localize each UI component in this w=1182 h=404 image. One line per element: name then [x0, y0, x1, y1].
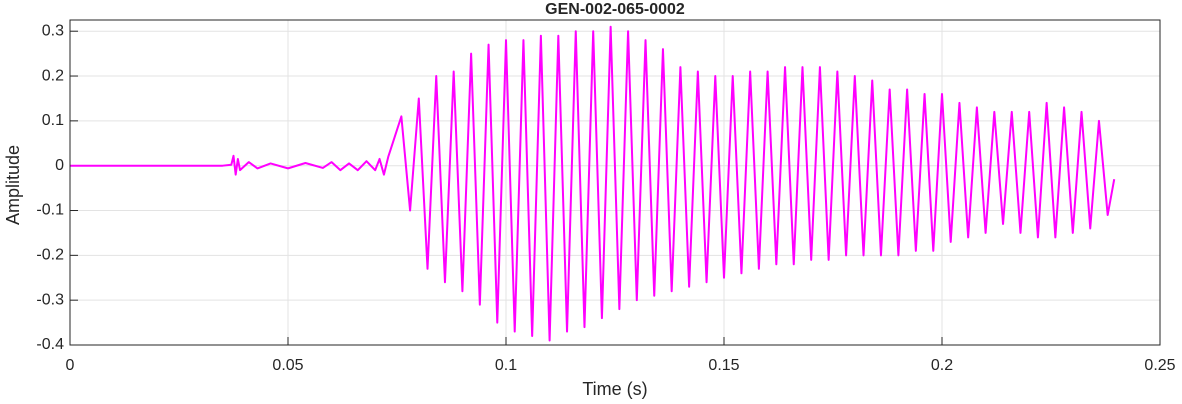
x-tick-label: 0.15 [708, 357, 739, 374]
axes-box [69, 19, 1161, 346]
y-tick-label: 0.2 [42, 67, 64, 84]
x-tick-label: 0 [66, 357, 75, 374]
waveform-line [70, 25, 1116, 342]
x-tick-label: 0.25 [1144, 357, 1175, 374]
x-tick-label: 0.05 [272, 357, 303, 374]
y-tick-label: -0.2 [36, 247, 64, 264]
y-tick-label: -0.1 [36, 202, 64, 219]
y-axis-label: Amplitude [3, 145, 23, 225]
x-tick-label: 0.1 [495, 357, 517, 374]
y-tick-label: -0.4 [36, 336, 64, 353]
x-axis-label: Time (s) [582, 379, 647, 399]
y-tick-label: 0.1 [42, 112, 64, 129]
y-tick-label: 0.3 [42, 22, 64, 39]
x-tick-label: 0.2 [931, 357, 953, 374]
y-tick-label: -0.3 [36, 291, 64, 308]
y-tick-label: 0 [55, 157, 64, 174]
chart-title: GEN-002-065-0002 [545, 1, 685, 18]
